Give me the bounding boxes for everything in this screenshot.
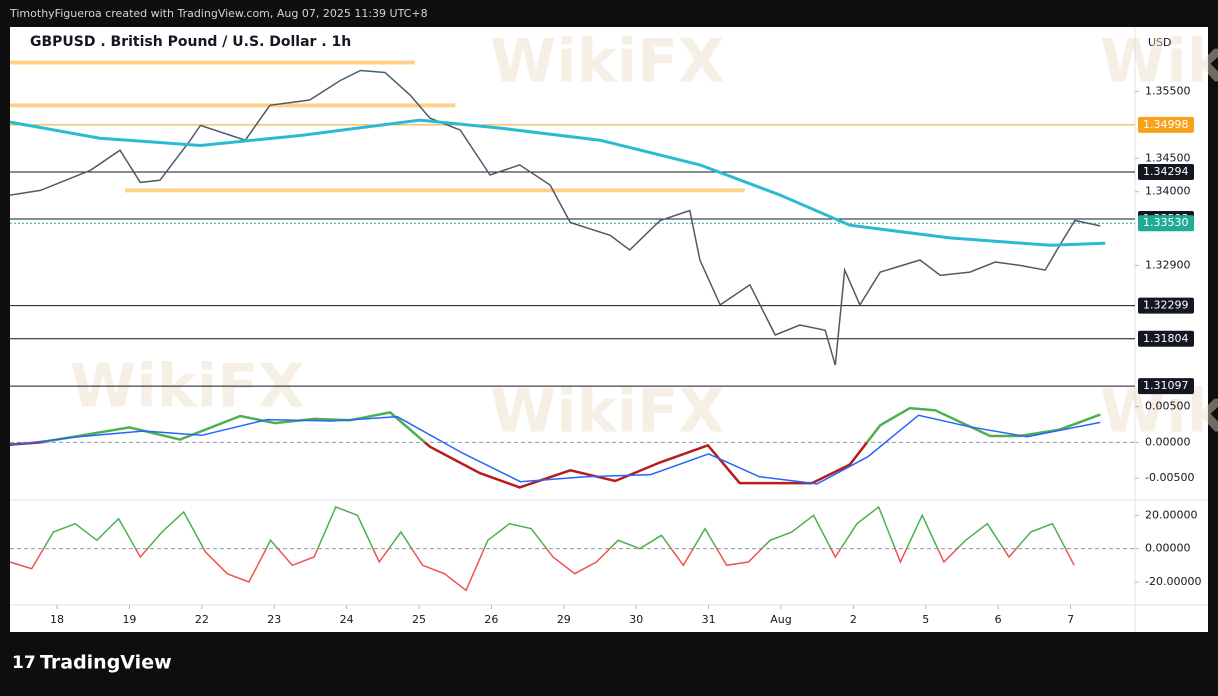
level-tag [1138, 164, 1194, 181]
credit: TimothyFigueroa created with TradingView… [9, 7, 428, 20]
x-tick-label: 6 [995, 613, 1002, 626]
series-line [9, 414, 1101, 485]
watermark: WikiFX [490, 377, 724, 447]
y-tick-label: 0.00000 [1145, 542, 1191, 555]
brand: TradingView [40, 652, 172, 674]
chart-title: GBPUSD . British Pound / U.S. Dollar . 1… [30, 34, 351, 50]
x-tick-label: 24 [340, 613, 354, 626]
series-line [9, 69, 1101, 366]
level-label: 1.33530 [1143, 216, 1189, 229]
brand-logo: 17 [12, 653, 36, 673]
level-tag [1138, 215, 1194, 232]
x-tick-label: 30 [629, 613, 643, 626]
x-tick-label: 23 [267, 613, 281, 626]
y-tick-label: 1.32900 [1145, 258, 1191, 271]
level-label: 1.32299 [1143, 299, 1189, 312]
x-tick-label: 29 [557, 613, 571, 626]
currency: USD [1148, 36, 1172, 49]
y-tick-label: 1.34000 [1145, 185, 1191, 198]
level-label: 1.31804 [1143, 332, 1189, 345]
y-tick-label: 20.00000 [1145, 508, 1198, 521]
x-tick-label: 5 [922, 613, 929, 626]
series-line [9, 118, 1106, 247]
y-tick-label: -0.00500 [1145, 471, 1194, 484]
level-label: 1.34294 [1143, 165, 1189, 178]
level-label: 1.34998 [1143, 118, 1189, 131]
series-line [9, 406, 1101, 489]
watermark: WikiFX [490, 27, 724, 97]
x-tick-label: 18 [50, 613, 64, 626]
watermark: WikiFX [1100, 27, 1218, 97]
x-tick-label: 26 [484, 613, 498, 626]
x-tick-label: 2 [850, 613, 857, 626]
y-tick-label: 0.00000 [1145, 435, 1191, 448]
y-tick-label: 1.34500 [1145, 151, 1191, 164]
level-label: 1.31097 [1143, 379, 1189, 392]
level-tag [1138, 378, 1194, 395]
series-line [9, 505, 1075, 592]
x-tick-label: 7 [1067, 613, 1074, 626]
x-tick-label: 19 [122, 613, 136, 626]
chart-area [10, 27, 1208, 632]
x-tick-label: 31 [702, 613, 716, 626]
x-tick-label: Aug [770, 613, 791, 626]
y-tick-label: 1.35500 [1145, 84, 1191, 97]
x-tick-label: 25 [412, 613, 426, 626]
x-tick-label: 22 [195, 613, 209, 626]
level-tag [1138, 297, 1194, 314]
level-tag [1138, 116, 1194, 133]
y-tick-label: -20.00000 [1145, 575, 1201, 588]
level-tag [1138, 330, 1194, 347]
y-tick-label: 0.00500 [1145, 400, 1191, 413]
